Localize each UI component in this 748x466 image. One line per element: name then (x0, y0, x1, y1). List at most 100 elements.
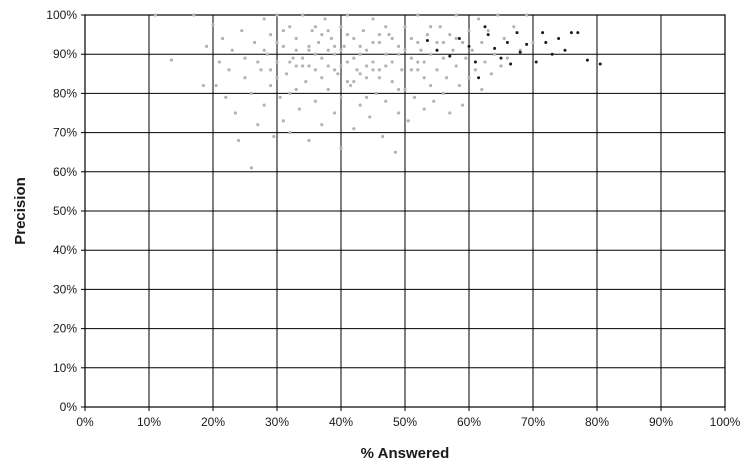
data-points (153, 13, 602, 170)
data-point-gray (368, 115, 372, 119)
data-point-gray (278, 95, 282, 99)
data-point-gray (409, 68, 413, 72)
x-tick-label: 0% (76, 415, 94, 429)
data-point-gray (275, 13, 279, 17)
data-point-gray (397, 44, 401, 48)
data-point-dark (518, 50, 522, 54)
data-point-gray (441, 56, 445, 60)
data-point-gray (230, 48, 234, 52)
data-point-gray (304, 80, 308, 84)
data-point-gray (413, 95, 417, 99)
data-point-gray (307, 48, 311, 52)
x-tick-label: 20% (201, 415, 225, 429)
data-point-gray (496, 13, 500, 17)
data-point-gray (416, 13, 420, 17)
data-point-gray (441, 40, 445, 45)
data-point-gray (365, 76, 369, 80)
data-point-gray (294, 87, 298, 92)
data-point-gray (377, 68, 381, 72)
data-point-gray (326, 48, 330, 52)
data-point-gray (285, 72, 289, 76)
data-point-gray (329, 36, 333, 41)
data-point-gray (339, 95, 343, 99)
data-point-gray (301, 56, 305, 60)
data-point-gray (339, 146, 343, 150)
data-point-dark (435, 48, 439, 52)
data-point-gray (419, 48, 423, 52)
data-point-gray (397, 87, 401, 92)
data-point-gray (422, 107, 426, 111)
data-point-gray (333, 111, 337, 115)
data-point-gray (227, 68, 231, 72)
data-point-gray (358, 72, 362, 76)
data-point-gray (320, 76, 324, 80)
x-tick-label: 90% (649, 415, 673, 429)
data-point-gray (480, 40, 484, 45)
y-tick-label: 60% (53, 165, 77, 179)
data-point-gray (294, 48, 298, 52)
data-point-gray (310, 29, 314, 33)
data-point-gray (470, 48, 474, 52)
data-point-gray (377, 33, 381, 37)
data-point-gray (307, 44, 311, 48)
data-point-gray (339, 64, 343, 68)
data-point-gray (345, 13, 349, 17)
data-point-gray (499, 64, 503, 68)
data-point-dark (448, 54, 452, 58)
data-point-gray (502, 36, 506, 41)
data-point-dark (473, 60, 477, 64)
data-point-gray (352, 36, 356, 41)
data-point-dark (534, 60, 538, 64)
data-point-gray (240, 29, 244, 33)
x-tick-label: 50% (393, 415, 417, 429)
x-tick-label: 100% (710, 415, 741, 429)
data-point-gray (294, 64, 298, 68)
data-point-gray (256, 123, 260, 127)
data-point-gray (425, 33, 429, 37)
data-point-gray (457, 83, 461, 88)
data-point-gray (384, 52, 388, 56)
data-point-dark (515, 31, 519, 35)
data-point-gray (454, 13, 458, 17)
data-point-gray (493, 52, 497, 56)
data-point-gray (262, 103, 266, 107)
data-point-dark (483, 25, 487, 29)
data-point-gray (361, 29, 365, 33)
x-tick-label: 80% (585, 415, 609, 429)
y-tick-label: 10% (53, 361, 77, 375)
data-point-dark (493, 46, 497, 50)
data-point-gray (153, 13, 157, 17)
data-point-gray (422, 76, 426, 80)
data-point-gray (352, 56, 356, 60)
data-point-gray (451, 48, 455, 52)
data-point-gray (416, 68, 420, 72)
data-point-gray (358, 103, 362, 107)
data-point-gray (313, 52, 317, 56)
data-point-gray (243, 76, 247, 80)
y-axis-title: Precision (12, 177, 29, 245)
data-point-gray (237, 138, 241, 143)
data-point-gray (377, 76, 381, 80)
data-point-gray (192, 13, 196, 17)
data-point-gray (409, 36, 413, 41)
data-point-gray (531, 40, 535, 45)
data-point-gray (313, 68, 317, 72)
x-tick-label: 60% (457, 415, 481, 429)
data-point-gray (333, 52, 337, 56)
y-tick-label: 30% (53, 282, 77, 296)
data-point-gray (403, 25, 407, 29)
data-point-gray (262, 48, 266, 52)
data-point-gray (169, 58, 173, 62)
y-tick-label: 100% (46, 8, 77, 22)
data-point-gray (384, 99, 388, 103)
data-point-gray (333, 44, 337, 48)
data-point-gray (297, 107, 301, 111)
data-point-gray (224, 95, 228, 99)
data-point-dark (576, 31, 580, 35)
data-point-dark (557, 37, 561, 41)
data-point-gray (473, 68, 477, 72)
data-point-gray (365, 48, 369, 52)
data-point-dark (569, 31, 573, 35)
data-point-gray (525, 13, 529, 17)
